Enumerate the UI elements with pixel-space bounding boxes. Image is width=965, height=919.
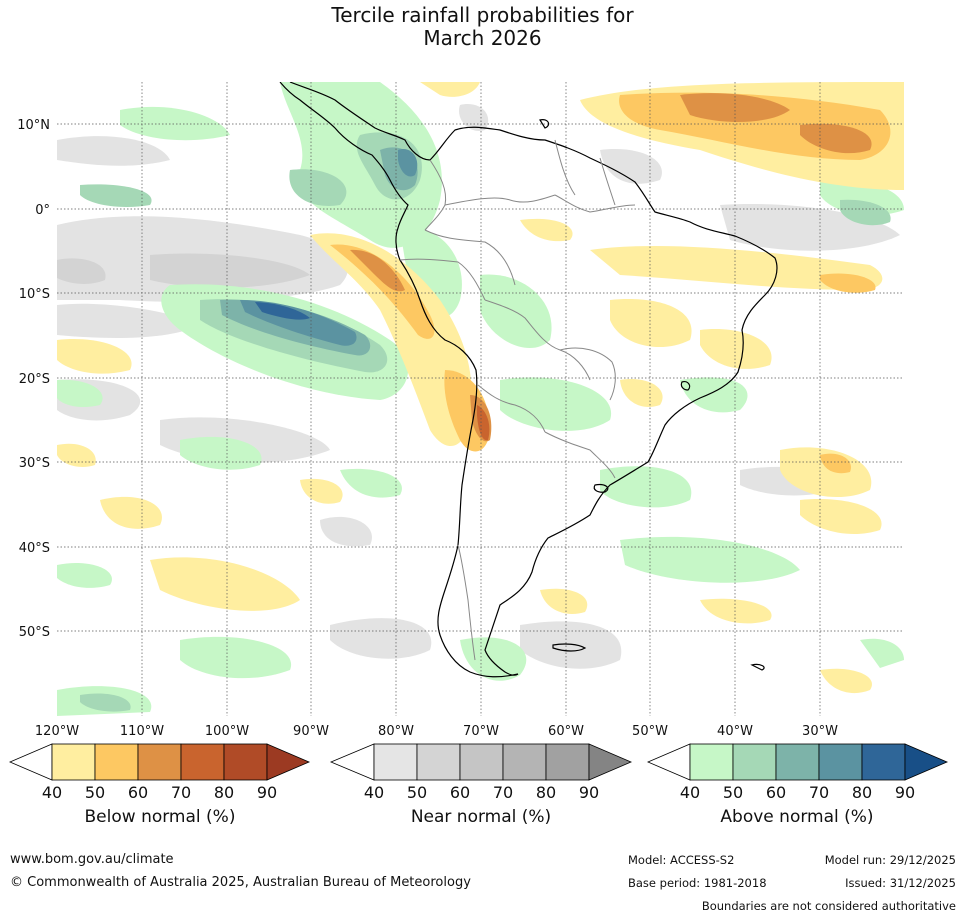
colorbar-near-min-arrow [329, 743, 375, 781]
lon-label: 90°W [293, 724, 329, 739]
footer-copyright: © Commonwealth of Australia 2025, Austra… [10, 875, 471, 890]
colorbar-above-min-arrow [646, 743, 691, 781]
colorbar-above-normal [646, 743, 949, 781]
lon-label: 80°W [378, 724, 414, 739]
colorbar-below-label: Below normal (%) [84, 807, 236, 827]
lat-label: 30°S [19, 456, 50, 471]
lat-label: 0° [35, 203, 50, 218]
colorbar-near-swatch [502, 743, 547, 781]
colorbar-below-normal [8, 743, 311, 781]
lat-label: 10°N [17, 118, 50, 133]
above-normal-80 [255, 302, 310, 320]
colorbar-near-swatch [416, 743, 461, 781]
colorbar-below-swatch [94, 743, 139, 781]
footer-base-period: Base period: 1981-2018 [628, 876, 767, 890]
colorbar-near-ticks: 40 50 60 70 80 90 [364, 783, 599, 802]
footer-issued: Issued: 31/12/2025 [845, 876, 956, 890]
tick-label: 40 [42, 783, 62, 802]
colorbar-above-swatch [732, 743, 777, 781]
coastline [279, 82, 778, 678]
colorbar-below-ticks: 40 50 60 70 80 90 [42, 783, 277, 802]
lon-label: 70°W [463, 724, 499, 739]
colorbar-near-label: Near normal (%) [410, 807, 552, 827]
tick-label: 80 [852, 783, 872, 802]
lat-label: 10°S [19, 287, 50, 302]
lat-label: 20°S [19, 372, 50, 387]
colorbar-near-normal [329, 743, 633, 781]
lon-label: 120°W [35, 724, 79, 739]
map-panel [57, 82, 904, 716]
colorbar-above-ticks: 40 50 60 70 80 90 [680, 783, 915, 802]
below-normal-70 [477, 405, 490, 441]
lat-label: 40°S [19, 541, 50, 556]
colorbar-above-swatch [689, 743, 734, 781]
lon-label: 50°W [632, 724, 668, 739]
colorbar-below-swatch [137, 743, 182, 781]
tick-label: 70 [493, 783, 513, 802]
near-normal-50 [57, 253, 310, 288]
tick-label: 50 [85, 783, 105, 802]
tick-label: 40 [364, 783, 384, 802]
colorbar-below-max-arrow [266, 743, 311, 781]
colorbar-below-swatch [180, 743, 225, 781]
tick-label: 80 [214, 783, 234, 802]
longitude-labels: 120°W 110°W 100°W 90°W 80°W 70°W 60°W 50… [35, 724, 838, 739]
lon-label: 100°W [205, 724, 249, 739]
map-title: Tercile rainfall probabilities for March… [0, 4, 965, 50]
tick-label: 60 [128, 783, 148, 802]
title-line-1: Tercile rainfall probabilities for [331, 3, 634, 27]
colorbar-below-swatch [51, 743, 96, 781]
lat-label: 50°S [19, 625, 50, 640]
colorbar-near-swatch [545, 743, 590, 781]
footer-url: www.bom.gov.au/climate [10, 852, 174, 867]
tick-label: 60 [766, 783, 786, 802]
colorbar-below-min-arrow [8, 743, 53, 781]
colorbar-above-swatch [818, 743, 863, 781]
footer-model-run: Model run: 29/12/2025 [824, 853, 956, 867]
tick-label: 50 [723, 783, 743, 802]
tick-label: 50 [407, 783, 427, 802]
lon-label: 110°W [120, 724, 164, 739]
colorbar-above-max-arrow [904, 743, 949, 781]
tick-label: 90 [895, 783, 915, 802]
lon-label: 30°W [802, 724, 838, 739]
latitude-labels: 10°N 0° 10°S 20°S 30°S 40°S 50°S [17, 118, 50, 640]
lon-label: 60°W [548, 724, 584, 739]
footer-model: Model: ACCESS-S2 [628, 853, 735, 867]
footer-disclaimer: Boundaries are not considered authoritat… [701, 899, 956, 913]
colorbar-near-max-arrow [588, 743, 633, 781]
tick-label: 40 [680, 783, 700, 802]
tick-label: 70 [171, 783, 191, 802]
colorbar-near-swatch [373, 743, 418, 781]
tick-label: 60 [450, 783, 470, 802]
tick-label: 90 [579, 783, 599, 802]
colorbar-above-swatch [775, 743, 820, 781]
colorbar-near-swatch [459, 743, 504, 781]
graticule [57, 82, 904, 716]
title-line-2: March 2026 [423, 26, 542, 50]
country-borders [399, 139, 636, 661]
tick-label: 90 [257, 783, 277, 802]
tick-label: 80 [536, 783, 556, 802]
colorbar-above-swatch [861, 743, 906, 781]
lon-label: 40°W [717, 724, 753, 739]
colorbar-below-swatch [223, 743, 268, 781]
tick-label: 70 [809, 783, 829, 802]
colorbar-above-label: Above normal (%) [720, 807, 874, 827]
